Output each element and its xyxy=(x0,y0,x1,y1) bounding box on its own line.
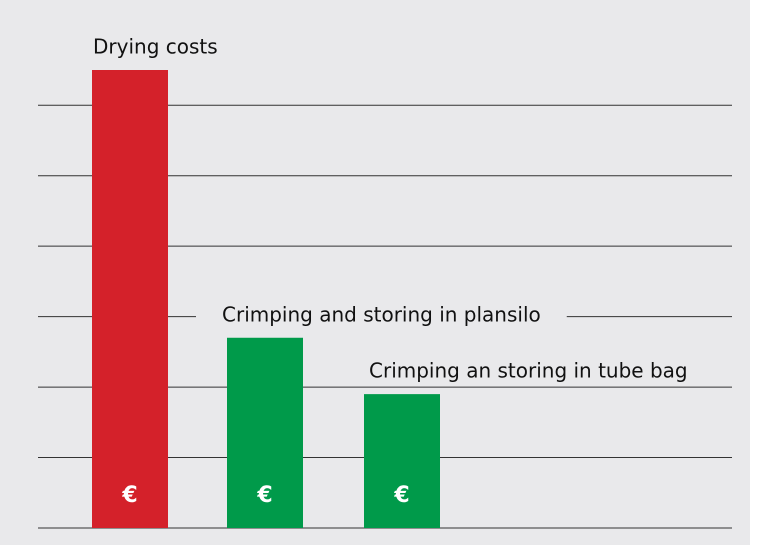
category-label: Drying costs xyxy=(93,35,218,59)
label-background xyxy=(196,302,567,327)
bar xyxy=(92,70,168,528)
marks: € Drying costs € Crimping and storing in pl… xyxy=(67,34,714,528)
label-background xyxy=(67,34,244,59)
bar-label: € xyxy=(256,483,272,508)
label-background xyxy=(343,358,714,383)
bar-label: € xyxy=(121,483,137,508)
category-label: Crimping an storing in tube bag xyxy=(369,359,688,383)
bar xyxy=(364,394,440,528)
bar xyxy=(227,337,303,528)
category-label: Crimping and storing in plansilo xyxy=(222,302,541,326)
bar-label: € xyxy=(393,483,409,508)
